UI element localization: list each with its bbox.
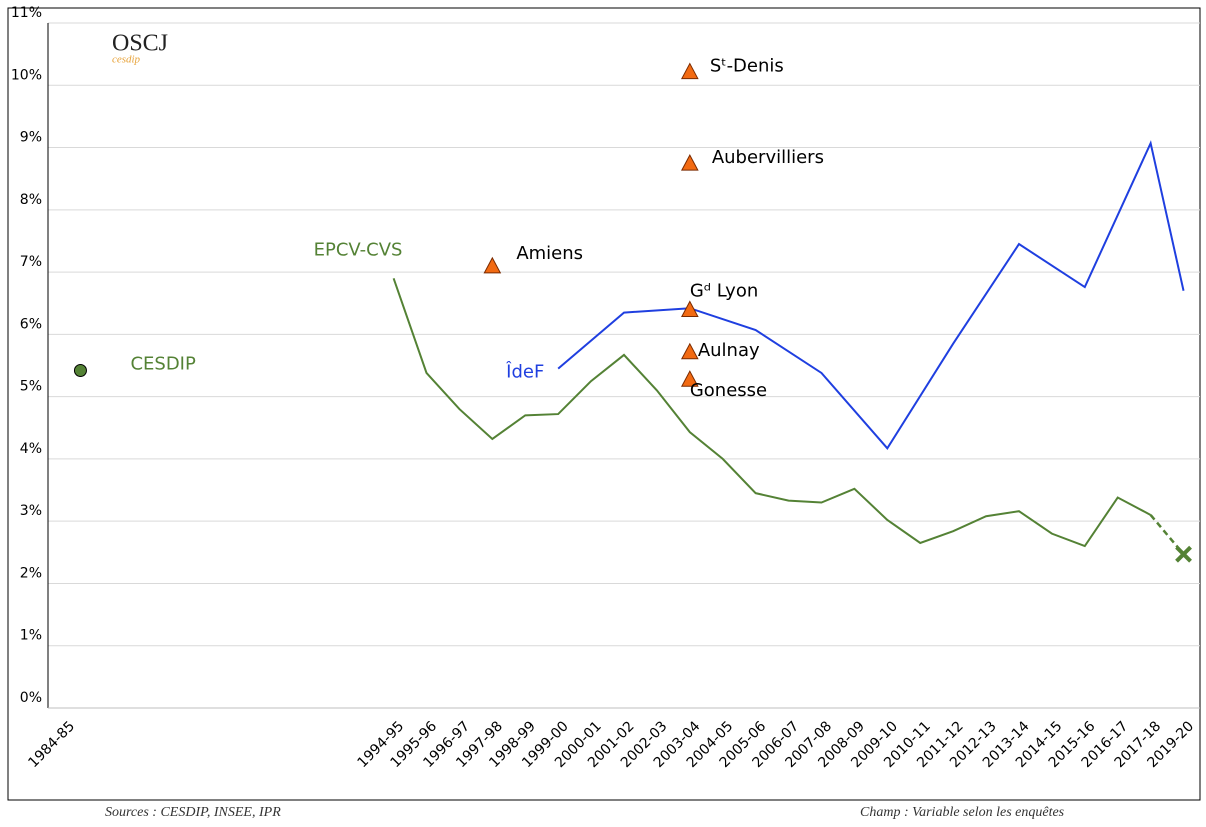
- chart-frame: [7, 7, 1201, 801]
- scope: Champ : Variable selon les enquêtes: [860, 805, 1065, 820]
- series-line: [557, 140, 1185, 450]
- point-label: Gᵈ Lyon: [690, 280, 758, 301]
- y-tick-label: 3%: [20, 503, 42, 519]
- y-tick-label: 5%: [20, 379, 42, 395]
- triangle-marker: [680, 154, 699, 171]
- point-label: Sᵗ-Denis: [710, 56, 784, 77]
- x-tick-label: 1984-85: [25, 718, 78, 771]
- y-tick-label: 4%: [20, 441, 42, 457]
- y-tick-label: 7%: [20, 254, 42, 270]
- triangle-marker: [680, 370, 699, 387]
- triangle-marker: [680, 342, 699, 360]
- logo-title: OSCJ: [112, 31, 168, 57]
- triangle-marker: [680, 300, 699, 317]
- y-tick-label: 0%: [20, 690, 42, 706]
- point-label: Aulnay: [698, 340, 760, 361]
- y-tick-label: 11%: [11, 5, 42, 21]
- sources: Sources : CESDIP, INSEE, IPR: [105, 805, 281, 820]
- y-tick-label: 1%: [20, 628, 42, 644]
- series-label: CESDIP: [130, 353, 196, 374]
- y-tick-label: 9%: [20, 130, 42, 146]
- y-tick-label: 8%: [20, 192, 42, 208]
- point-label: Aubervilliers: [712, 147, 824, 168]
- y-tick-label: 2%: [20, 565, 42, 581]
- point-label: Amiens: [516, 243, 583, 264]
- triangle-marker: [680, 62, 699, 80]
- series-label: EPCV-CVS: [314, 239, 403, 260]
- y-tick-label: 6%: [20, 316, 42, 332]
- point-label: Gonesse: [690, 380, 767, 401]
- logo-subtitle: cesdip: [112, 54, 141, 66]
- series-line: [392, 277, 1152, 548]
- point: [73, 363, 87, 377]
- triangle-marker: [483, 256, 502, 274]
- series-label: ÎdeF: [505, 361, 544, 383]
- x-marker: [1175, 545, 1192, 563]
- y-tick-label: 10%: [11, 67, 42, 83]
